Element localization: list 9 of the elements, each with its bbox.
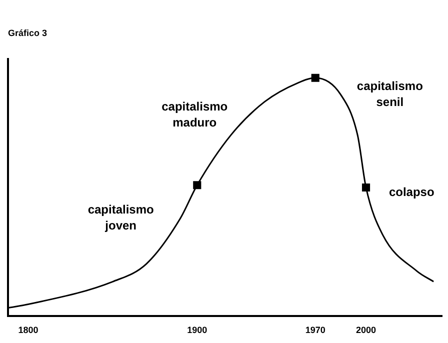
annotation: capitalismo maduro: [162, 100, 228, 130]
annotation: colapso: [388, 184, 434, 199]
annotation: capitalismo joven: [88, 202, 154, 233]
annotation: capitalismo senil: [356, 79, 423, 110]
x-tick-label: 1900: [187, 325, 208, 336]
chart-title: Gráfico 3: [8, 28, 48, 38]
x-tick-label: 1970: [305, 325, 326, 336]
x-tick-label: 2000: [356, 325, 376, 336]
x-tick-label: 1800: [18, 325, 38, 336]
